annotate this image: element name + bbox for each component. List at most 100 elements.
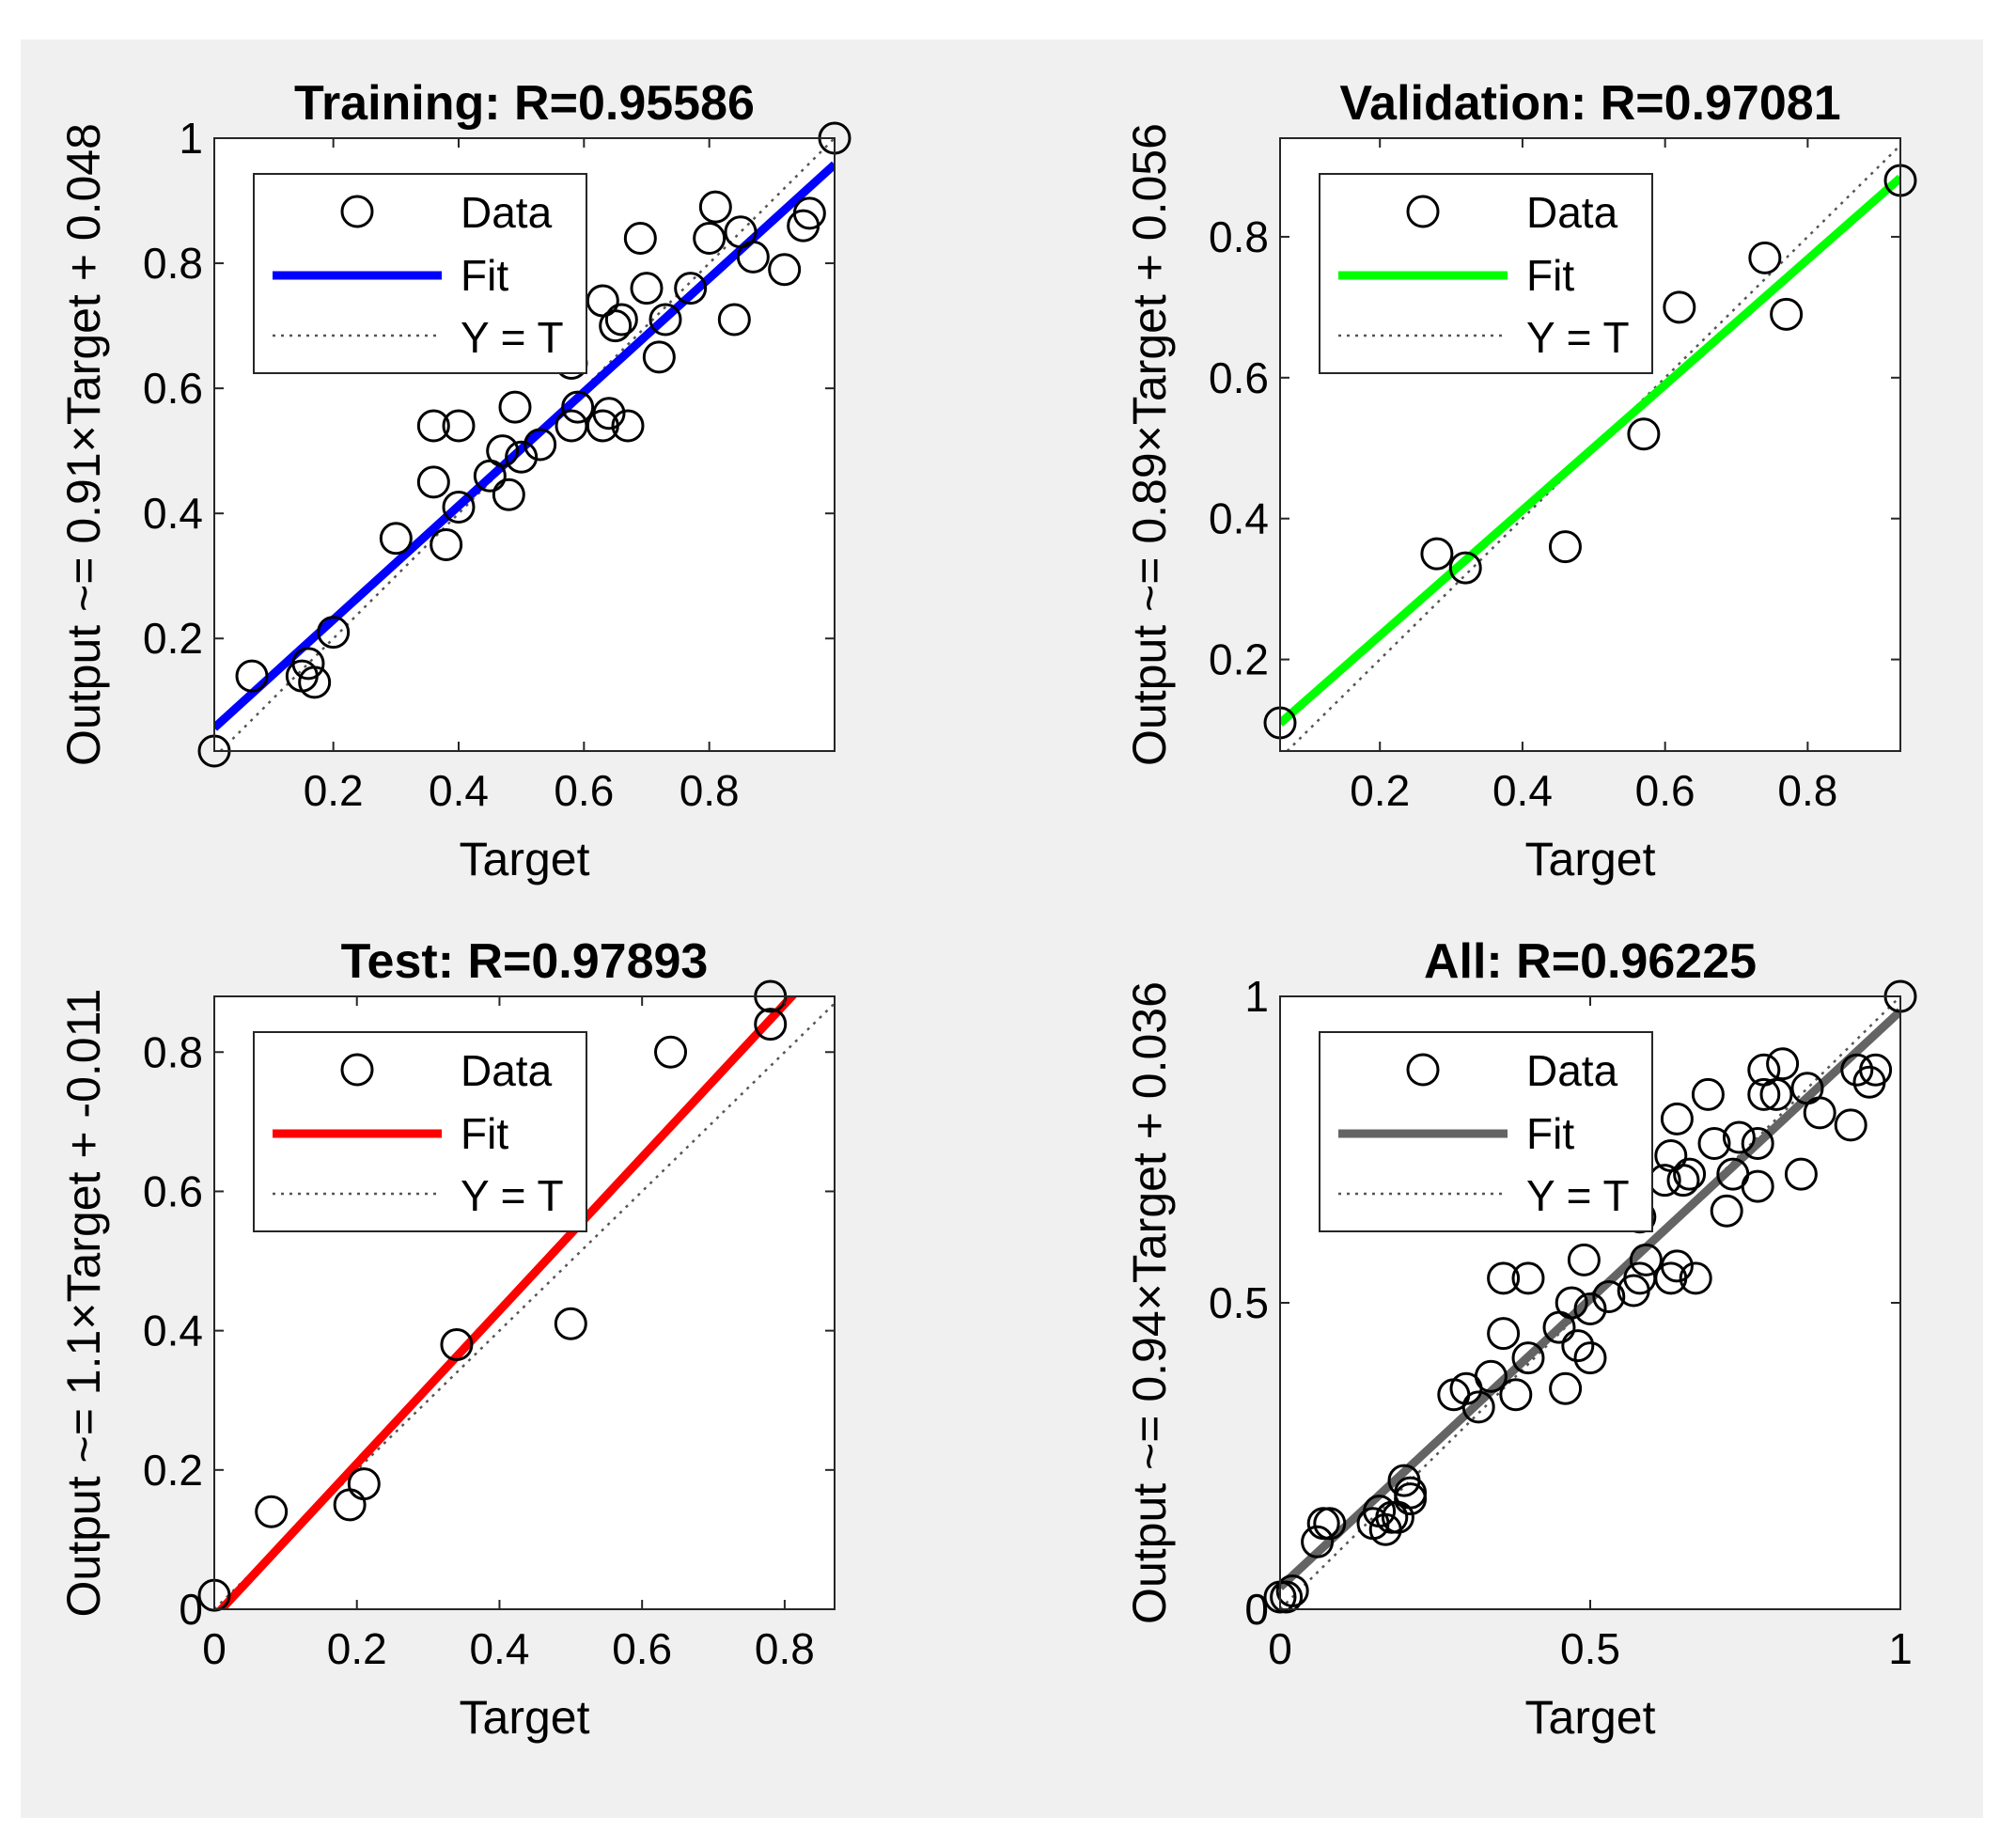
data-point bbox=[1461, 1390, 1495, 1424]
y-tick-label: 0.2 bbox=[1209, 635, 1269, 684]
legend-data-marker bbox=[340, 1053, 374, 1087]
legend: Data Fit Y = T bbox=[1319, 1031, 1653, 1232]
data-point bbox=[1722, 1120, 1756, 1154]
legend-data-label: Data bbox=[1526, 188, 1618, 237]
x-tick-label: 1 bbox=[1888, 1624, 1913, 1673]
data-point bbox=[674, 272, 708, 305]
data-point bbox=[1573, 1341, 1607, 1375]
data-point bbox=[505, 440, 539, 474]
data-point bbox=[1270, 1580, 1304, 1614]
legend: Data Fit Y = T bbox=[1319, 173, 1653, 374]
plot-title: Validation: R=0.97081 bbox=[1339, 76, 1840, 131]
regression-figure: 0.2 0.4 0.6 0.8 0.2 0.4 0.6 0.8 1 Training: R=0.9… bbox=[21, 39, 1983, 1818]
data-point bbox=[654, 1035, 688, 1069]
data-point bbox=[255, 1495, 289, 1528]
data-point bbox=[1275, 1574, 1309, 1607]
data-point bbox=[693, 221, 727, 255]
x-tick-label: 0 bbox=[202, 1624, 227, 1673]
plot-panel-2: 0.2 0.4 0.6 0.8 0.2 0.4 0.6 0.8 Validation: R=0.… bbox=[1123, 76, 1917, 885]
y-tick-label: 0.8 bbox=[143, 239, 203, 288]
regression-plots-svg: 0.2 0.4 0.6 0.8 0.2 0.4 0.6 0.8 1 Training: R=0.9… bbox=[57, 76, 1917, 1744]
data-point bbox=[1487, 1317, 1521, 1351]
x-tick-label: 0.5 bbox=[1560, 1624, 1620, 1673]
data-point bbox=[1629, 1243, 1663, 1276]
data-point bbox=[1394, 1476, 1428, 1510]
data-point bbox=[1710, 1194, 1743, 1228]
legend-data-label: Data bbox=[1526, 1046, 1618, 1095]
legend-data-label: Data bbox=[461, 188, 553, 237]
legend-data-marker bbox=[1406, 1053, 1440, 1087]
data-point bbox=[1741, 1126, 1774, 1160]
data-point bbox=[561, 390, 595, 424]
data-point bbox=[1555, 1286, 1588, 1320]
data-point bbox=[440, 1327, 474, 1361]
data-point bbox=[523, 428, 557, 462]
data-point bbox=[1627, 417, 1661, 451]
legend-data-label: Data bbox=[461, 1046, 553, 1095]
data-point bbox=[1511, 1261, 1545, 1295]
x-axis-label: Target bbox=[1525, 1691, 1656, 1744]
data-point bbox=[379, 522, 413, 556]
data-point bbox=[1660, 1102, 1694, 1135]
data-point bbox=[1548, 530, 1582, 564]
data-point bbox=[1840, 1053, 1874, 1087]
data-point bbox=[1666, 1164, 1700, 1198]
data-point bbox=[1420, 537, 1454, 571]
data-point bbox=[1697, 1126, 1731, 1160]
data-point bbox=[317, 616, 351, 650]
data-point bbox=[611, 409, 645, 443]
data-point bbox=[1592, 1279, 1626, 1313]
data-point bbox=[1660, 1249, 1694, 1283]
data-point bbox=[1561, 1329, 1595, 1363]
y-axis-label: Output ~= 1.1×Target + -0.011 bbox=[57, 989, 110, 1618]
data-point bbox=[592, 397, 626, 431]
data-point bbox=[1663, 290, 1696, 324]
data-point bbox=[1313, 1507, 1347, 1541]
x-tick-label: 0.8 bbox=[755, 1624, 815, 1673]
data-point bbox=[1748, 241, 1782, 274]
x-tick-label: 0.4 bbox=[429, 766, 489, 815]
y-tick-label: 0 bbox=[1244, 1585, 1269, 1634]
data-point bbox=[442, 409, 476, 443]
data-point bbox=[630, 272, 664, 305]
axes-frame bbox=[213, 995, 836, 1610]
fit-line bbox=[1280, 1008, 1900, 1590]
data-point bbox=[1487, 1261, 1521, 1295]
data-point bbox=[642, 340, 676, 374]
data-point bbox=[768, 253, 802, 287]
x-axis-label: Target bbox=[460, 833, 590, 885]
legend-identity-label: Y = T bbox=[1526, 1171, 1630, 1220]
data-point bbox=[698, 190, 732, 224]
data-point bbox=[1511, 1341, 1545, 1375]
data-point bbox=[1834, 1108, 1867, 1142]
data-point bbox=[492, 478, 525, 511]
data-point bbox=[604, 303, 638, 337]
data-point bbox=[1573, 1292, 1607, 1326]
x-tick-label: 0.2 bbox=[327, 1624, 387, 1673]
x-tick-label: 0.4 bbox=[1492, 766, 1553, 815]
x-tick-label: 0 bbox=[1268, 1624, 1292, 1673]
data-point bbox=[442, 491, 476, 525]
y-tick-label: 0.4 bbox=[1209, 494, 1269, 543]
legend-fit-label: Fit bbox=[1526, 251, 1574, 300]
legend-fit-label: Fit bbox=[461, 1109, 508, 1158]
data-point bbox=[1803, 1096, 1836, 1130]
data-point bbox=[1784, 1157, 1818, 1191]
data-point bbox=[1499, 1378, 1533, 1412]
x-axis-label: Target bbox=[460, 1691, 590, 1744]
y-tick-label: 0.2 bbox=[143, 1446, 203, 1495]
x-tick-label: 0.2 bbox=[304, 766, 364, 815]
plot-panel-1: 0.2 0.4 0.6 0.8 0.2 0.4 0.6 0.8 1 Training: R=0.9… bbox=[57, 76, 852, 885]
y-tick-label: 0.6 bbox=[143, 1167, 203, 1215]
plot-title: All: R=0.96225 bbox=[1424, 934, 1757, 989]
data-point bbox=[717, 303, 751, 337]
legend-fit-label: Fit bbox=[461, 251, 508, 300]
data-point bbox=[792, 196, 826, 230]
data-point bbox=[1766, 1047, 1800, 1081]
data-point bbox=[1859, 1053, 1893, 1087]
y-tick-label: 0.8 bbox=[143, 1027, 203, 1076]
x-tick-label: 0.8 bbox=[1777, 766, 1837, 815]
data-point bbox=[1301, 1525, 1335, 1558]
data-point bbox=[599, 309, 633, 343]
x-tick-label: 0.6 bbox=[1635, 766, 1695, 815]
